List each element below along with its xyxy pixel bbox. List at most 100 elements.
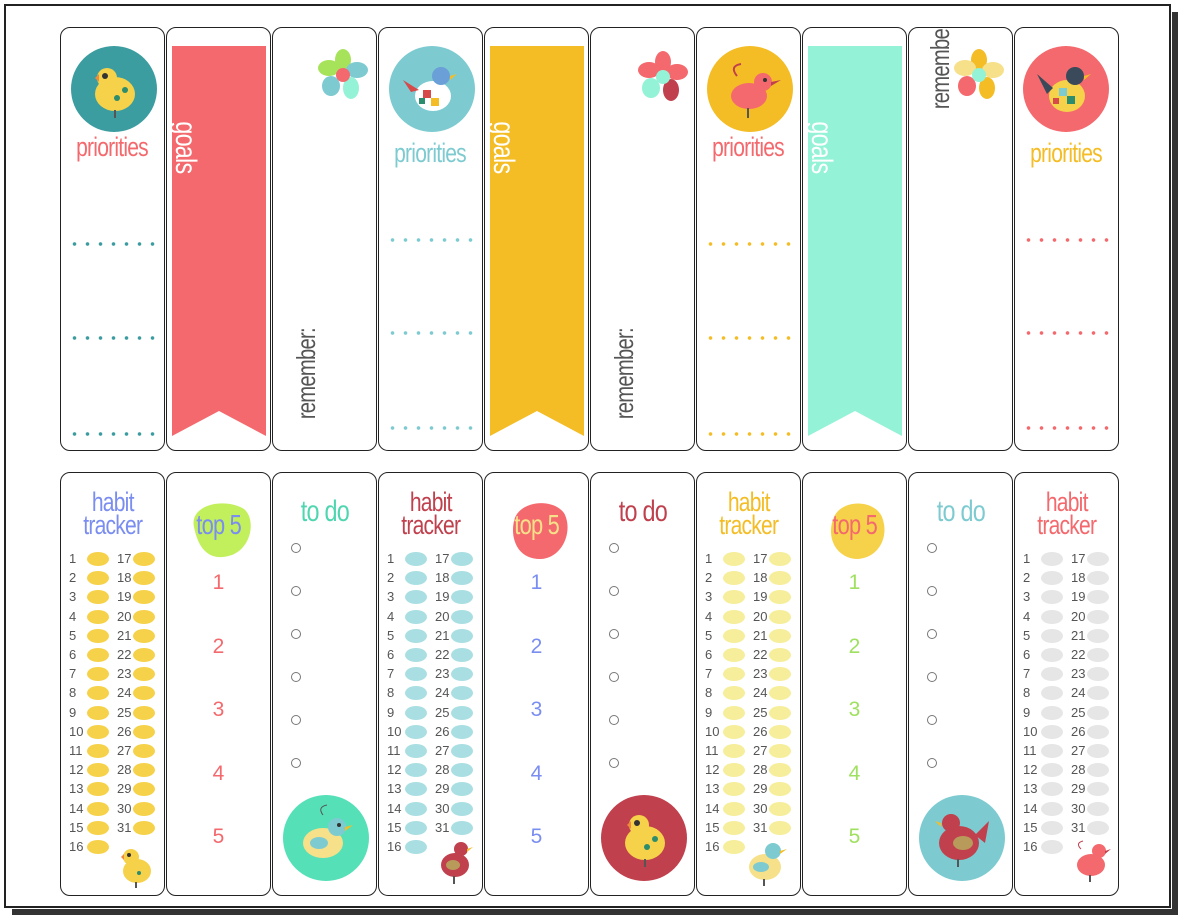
habit-checkbox[interactable] <box>723 801 745 816</box>
habit-checkbox[interactable] <box>405 705 427 720</box>
habit-checkbox[interactable] <box>451 686 473 701</box>
habit-checkbox[interactable] <box>87 552 109 566</box>
habit-checkbox[interactable] <box>405 820 427 835</box>
habit-checkbox[interactable] <box>405 667 427 682</box>
habit-checkbox[interactable] <box>133 648 155 662</box>
habit-checkbox[interactable] <box>133 763 155 778</box>
habit-checkbox[interactable] <box>1087 628 1109 643</box>
habit-checkbox[interactable] <box>769 609 791 624</box>
habit-checkbox[interactable] <box>87 667 109 682</box>
habit-checkbox[interactable] <box>723 648 745 662</box>
todo-checkbox[interactable] <box>609 629 619 639</box>
todo-checkbox[interactable] <box>927 672 937 682</box>
habit-checkbox[interactable] <box>451 571 473 586</box>
habit-checkbox[interactable] <box>451 724 473 739</box>
todo-checkbox[interactable] <box>927 758 937 768</box>
todo-checkbox[interactable] <box>609 586 619 596</box>
todo-checkbox[interactable] <box>927 629 937 639</box>
habit-checkbox[interactable] <box>769 801 791 816</box>
habit-checkbox[interactable] <box>405 552 427 566</box>
habit-checkbox[interactable] <box>723 705 745 720</box>
habit-checkbox[interactable] <box>1087 552 1109 566</box>
habit-checkbox[interactable] <box>1041 801 1063 816</box>
habit-checkbox[interactable] <box>87 648 109 662</box>
habit-checkbox[interactable] <box>405 648 427 662</box>
habit-checkbox[interactable] <box>1087 744 1109 758</box>
habit-checkbox[interactable] <box>133 820 155 835</box>
habit-checkbox[interactable] <box>87 820 109 835</box>
habit-checkbox[interactable] <box>1041 724 1063 739</box>
habit-checkbox[interactable] <box>405 609 427 624</box>
todo-checkbox[interactable] <box>609 672 619 682</box>
todo-checkbox[interactable] <box>291 586 301 596</box>
todo-checkbox[interactable] <box>291 715 301 725</box>
todo-checkbox[interactable] <box>291 629 301 639</box>
habit-checkbox[interactable] <box>1087 686 1109 701</box>
habit-checkbox[interactable] <box>1087 590 1109 605</box>
habit-checkbox[interactable] <box>1041 571 1063 586</box>
habit-checkbox[interactable] <box>451 763 473 778</box>
habit-checkbox[interactable] <box>769 763 791 778</box>
habit-checkbox[interactable] <box>1087 724 1109 739</box>
todo-checkbox[interactable] <box>927 586 937 596</box>
habit-checkbox[interactable] <box>1041 782 1063 797</box>
habit-checkbox[interactable] <box>405 628 427 643</box>
habit-checkbox[interactable] <box>1087 763 1109 778</box>
habit-checkbox[interactable] <box>451 782 473 797</box>
habit-checkbox[interactable] <box>133 724 155 739</box>
habit-checkbox[interactable] <box>451 801 473 816</box>
habit-checkbox[interactable] <box>405 571 427 586</box>
habit-checkbox[interactable] <box>405 590 427 605</box>
habit-checkbox[interactable] <box>723 744 745 758</box>
habit-checkbox[interactable] <box>723 609 745 624</box>
habit-checkbox[interactable] <box>769 724 791 739</box>
habit-checkbox[interactable] <box>87 763 109 778</box>
habit-checkbox[interactable] <box>1041 686 1063 701</box>
todo-checkbox[interactable] <box>927 543 937 553</box>
habit-checkbox[interactable] <box>769 552 791 566</box>
todo-checkbox[interactable] <box>609 715 619 725</box>
habit-checkbox[interactable] <box>451 744 473 758</box>
habit-checkbox[interactable] <box>133 744 155 758</box>
habit-checkbox[interactable] <box>1087 801 1109 816</box>
habit-checkbox[interactable] <box>769 571 791 586</box>
habit-checkbox[interactable] <box>133 686 155 701</box>
todo-checkbox[interactable] <box>291 758 301 768</box>
habit-checkbox[interactable] <box>723 763 745 778</box>
habit-checkbox[interactable] <box>723 782 745 797</box>
habit-checkbox[interactable] <box>769 782 791 797</box>
habit-checkbox[interactable] <box>1087 705 1109 720</box>
habit-checkbox[interactable] <box>1087 609 1109 624</box>
habit-checkbox[interactable] <box>769 648 791 662</box>
habit-checkbox[interactable] <box>1041 628 1063 643</box>
habit-checkbox[interactable] <box>1087 571 1109 586</box>
todo-checkbox[interactable] <box>291 672 301 682</box>
todo-checkbox[interactable] <box>609 543 619 553</box>
habit-checkbox[interactable] <box>1041 840 1063 854</box>
habit-checkbox[interactable] <box>723 724 745 739</box>
habit-checkbox[interactable] <box>723 552 745 566</box>
habit-checkbox[interactable] <box>405 744 427 758</box>
habit-checkbox[interactable] <box>769 590 791 605</box>
habit-checkbox[interactable] <box>87 686 109 701</box>
habit-checkbox[interactable] <box>133 705 155 720</box>
habit-checkbox[interactable] <box>769 705 791 720</box>
habit-checkbox[interactable] <box>405 840 427 854</box>
habit-checkbox[interactable] <box>405 801 427 816</box>
habit-checkbox[interactable] <box>133 571 155 586</box>
habit-checkbox[interactable] <box>451 609 473 624</box>
habit-checkbox[interactable] <box>769 667 791 682</box>
habit-checkbox[interactable] <box>1087 782 1109 797</box>
habit-checkbox[interactable] <box>1041 648 1063 662</box>
habit-checkbox[interactable] <box>769 628 791 643</box>
habit-checkbox[interactable] <box>405 686 427 701</box>
habit-checkbox[interactable] <box>723 571 745 586</box>
habit-checkbox[interactable] <box>87 724 109 739</box>
habit-checkbox[interactable] <box>405 763 427 778</box>
habit-checkbox[interactable] <box>723 820 745 835</box>
todo-checkbox[interactable] <box>927 715 937 725</box>
habit-checkbox[interactable] <box>769 744 791 758</box>
habit-checkbox[interactable] <box>723 840 745 854</box>
habit-checkbox[interactable] <box>451 648 473 662</box>
habit-checkbox[interactable] <box>133 590 155 605</box>
